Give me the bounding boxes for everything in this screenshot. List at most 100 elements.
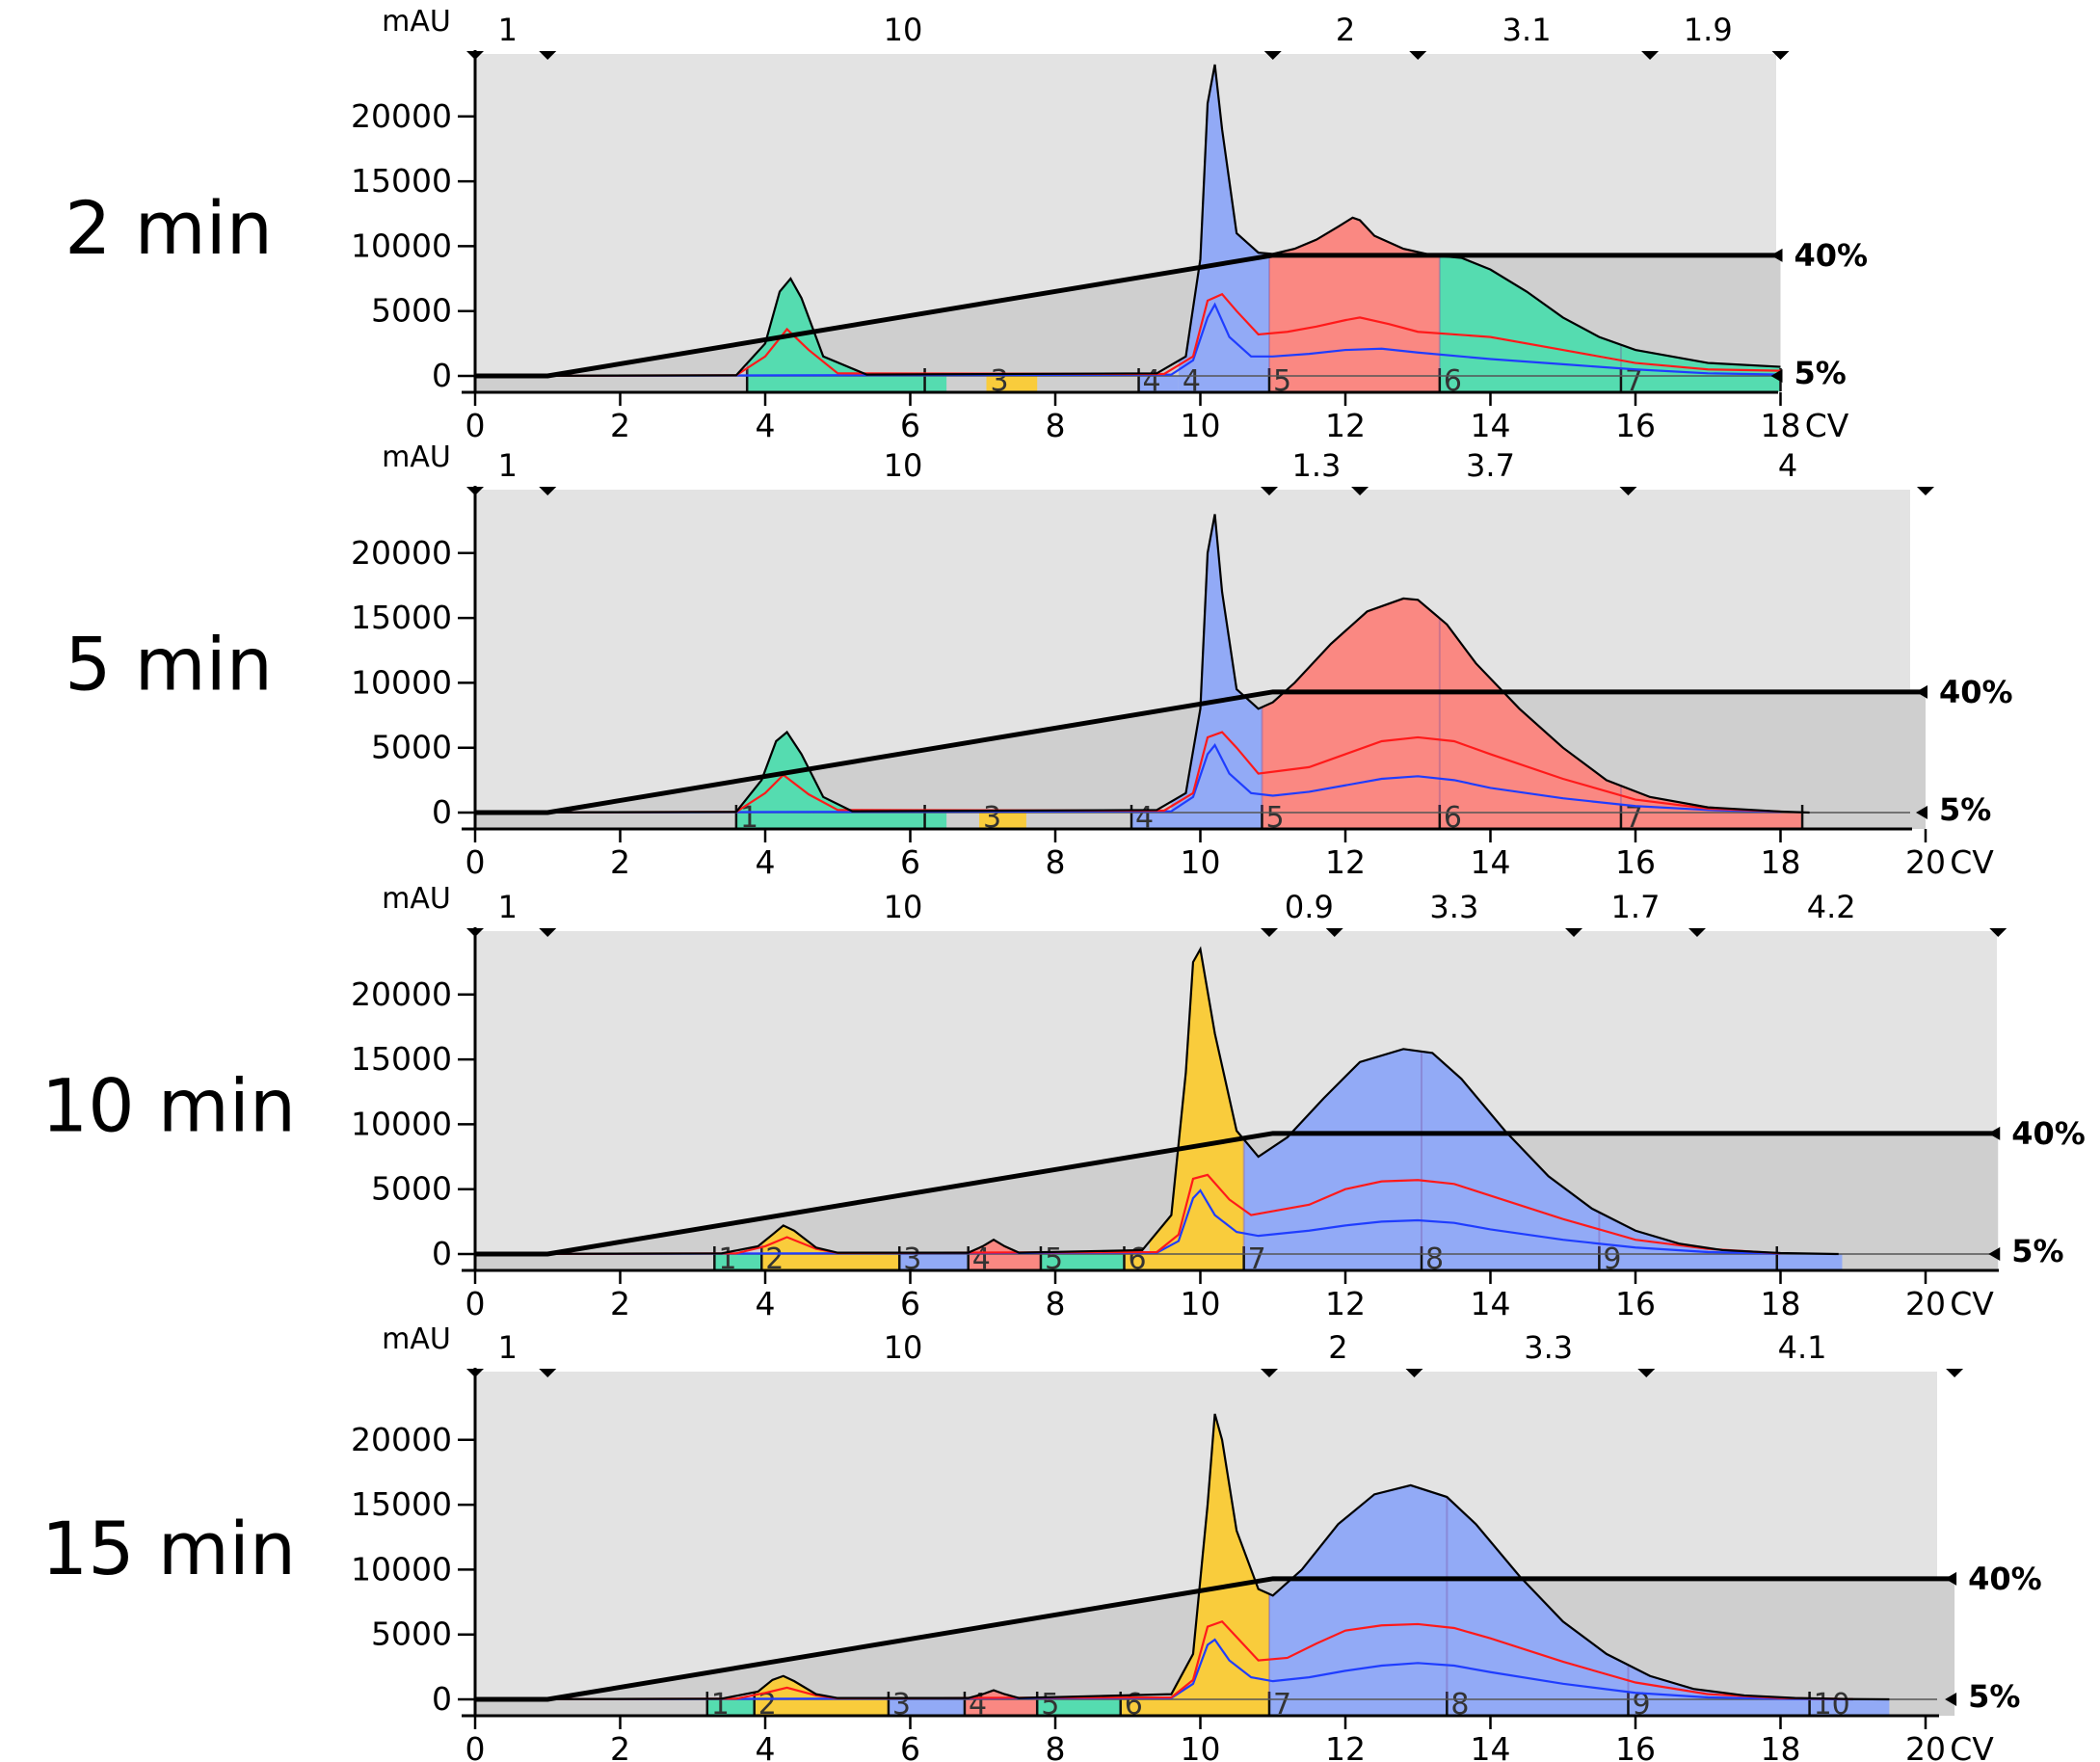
gradient-end-marker [1770,248,1783,262]
fraction-label: 3 [892,1688,911,1722]
step-marker [466,487,484,495]
x-tick-label: 12 [1325,1730,1366,1762]
gradient-start-marker [1770,369,1783,383]
fraction-bar [1040,1254,1125,1269]
pool-fill [1439,255,1781,376]
fraction-label: 6 [1444,364,1462,398]
x-tick-label: 18 [1761,843,1801,881]
step-marker [1989,928,2007,937]
x-tick-label: 18 [1761,1285,1801,1322]
x-tick-label: 12 [1325,407,1366,444]
fraction-label: 7 [1273,1688,1291,1722]
step-marker [1565,928,1583,937]
y-tick-label: 0 [432,1680,452,1718]
gradient-end-marker [1988,1126,2001,1140]
fraction-bar [888,1699,965,1715]
gradient-end-label: 40% [1968,1561,2042,1597]
segment-value: 4.1 [1778,1329,1827,1366]
segment-value: 10 [884,889,923,925]
gradient-line [475,689,1926,815]
segment-value: 3.3 [1524,1329,1573,1366]
x-tick-label: 16 [1615,407,1656,444]
x-tick-label: 10 [1181,843,1221,881]
row-label: 5 min [65,622,273,707]
x-tick-label: 6 [900,843,920,881]
fraction-bar [1138,376,1179,391]
gradient-start-label: 5% [1794,355,1847,391]
step-marker [1641,51,1660,60]
segment-value: 2 [1328,1329,1347,1366]
segment-value: 2 [1336,12,1355,48]
gradient-end-marker [1945,1571,1957,1586]
step-marker [1619,487,1637,495]
y-axis-label: mAU [382,882,451,916]
row-label: 2 min [65,185,273,271]
fraction-bar [735,813,947,828]
gradient-start-marker [1916,806,1927,819]
y-tick-label: 10000 [351,227,452,264]
y-axis-label: mAU [382,440,451,474]
fraction-label: 8 [1450,1688,1469,1722]
fraction-bar [1439,813,1621,828]
x-tick-label: 4 [756,1285,776,1322]
step-marker [1946,1369,1964,1377]
x-tick-label: 14 [1471,1285,1511,1322]
x-tick-label: 16 [1615,1730,1656,1762]
segment-value: 1.7 [1611,889,1661,925]
step-marker [539,928,557,937]
y-axis-label: mAU [382,1322,451,1356]
gradient-line [475,253,1781,379]
y-tick-label: 5000 [371,729,452,766]
x-tick-label: 18 [1761,407,1801,444]
segment-value: 0.9 [1285,889,1334,925]
x-tick-label: 8 [1046,1285,1066,1322]
x-tick-label: 4 [756,407,776,444]
gradient-start-label: 5% [1968,1678,2020,1715]
x-axis-label: CV [1950,843,1994,881]
gradient-start-label: 5% [1939,791,1991,828]
y-tick-label: 5000 [371,292,452,330]
fraction-label: 7 [1625,801,1643,835]
fraction-bar [1268,376,1440,391]
x-tick-label: 6 [900,407,920,444]
x-tick-label: 8 [1046,1730,1066,1762]
y-tick-label: 10000 [351,663,452,701]
y-tick-label: 15000 [351,162,452,200]
step-marker [1637,1369,1656,1377]
x-axis-label: CV [1950,1285,1994,1322]
step-marker [1917,487,1934,495]
fraction-bar [754,1699,889,1715]
fraction-bar [1243,1254,1422,1269]
fraction-bar [1262,813,1440,828]
gradient-line [475,1131,1999,1257]
x-tick-label: 20 [1905,843,1946,881]
blue-trace [474,302,1781,378]
fraction-label: 7 [1248,1242,1266,1276]
fraction-bar [899,1254,969,1269]
x-tick-label: 8 [1046,407,1066,444]
fraction-bar [1620,813,1803,828]
y-tick-label: 15000 [351,1485,452,1523]
fraction-bar [1124,1254,1244,1269]
step-marker [1409,51,1427,60]
segment-value: 4 [1778,447,1797,484]
fraction-bar [1422,1254,1600,1269]
x-tick-label: 10 [1181,1730,1221,1762]
step-marker [1260,928,1278,937]
y-tick-label: 0 [432,1235,452,1272]
fraction-label: 1 [711,1688,730,1722]
x-tick-label: 16 [1615,1285,1656,1322]
fraction-label: 7 [1625,364,1643,398]
fraction-bar [1439,376,1621,391]
x-tick-label: 6 [900,1285,920,1322]
fraction-label: 2 [765,1242,784,1276]
x-axis-label: CV [1950,1730,1994,1762]
step-marker [1325,928,1343,937]
step-marker [539,51,557,60]
fraction-bar [761,1254,900,1269]
x-tick-label: 6 [900,1730,920,1762]
segment-value: 1.9 [1684,12,1733,48]
y-tick-label: 0 [432,793,452,831]
